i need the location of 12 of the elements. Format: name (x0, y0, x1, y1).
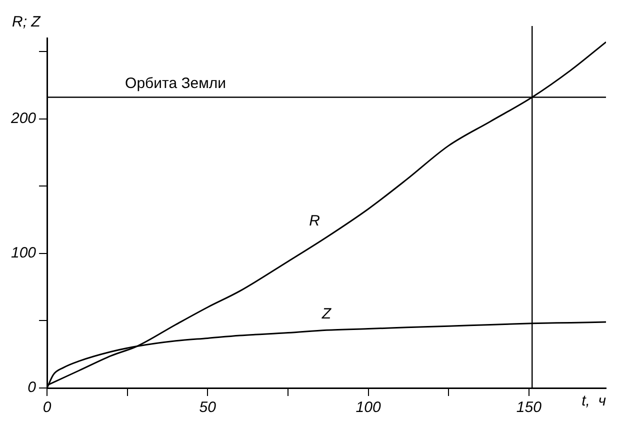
y-axis-title: R; Z (12, 14, 42, 31)
y-tick-label: 200 (10, 110, 37, 127)
series-label: R (309, 212, 320, 230)
y-tick-label: 100 (10, 244, 37, 262)
x-tick-label: 150 (516, 399, 542, 416)
ref-line-label: Орбита Земли (125, 74, 226, 92)
series-label: Z (320, 305, 332, 322)
y-tick-label: 0 (28, 379, 37, 396)
x-tick-label: 50 (199, 399, 217, 416)
x-tick-label: 0 (42, 399, 52, 416)
x-axis-title: t, ч (582, 392, 606, 410)
x-tick-label: 100 (356, 399, 382, 416)
